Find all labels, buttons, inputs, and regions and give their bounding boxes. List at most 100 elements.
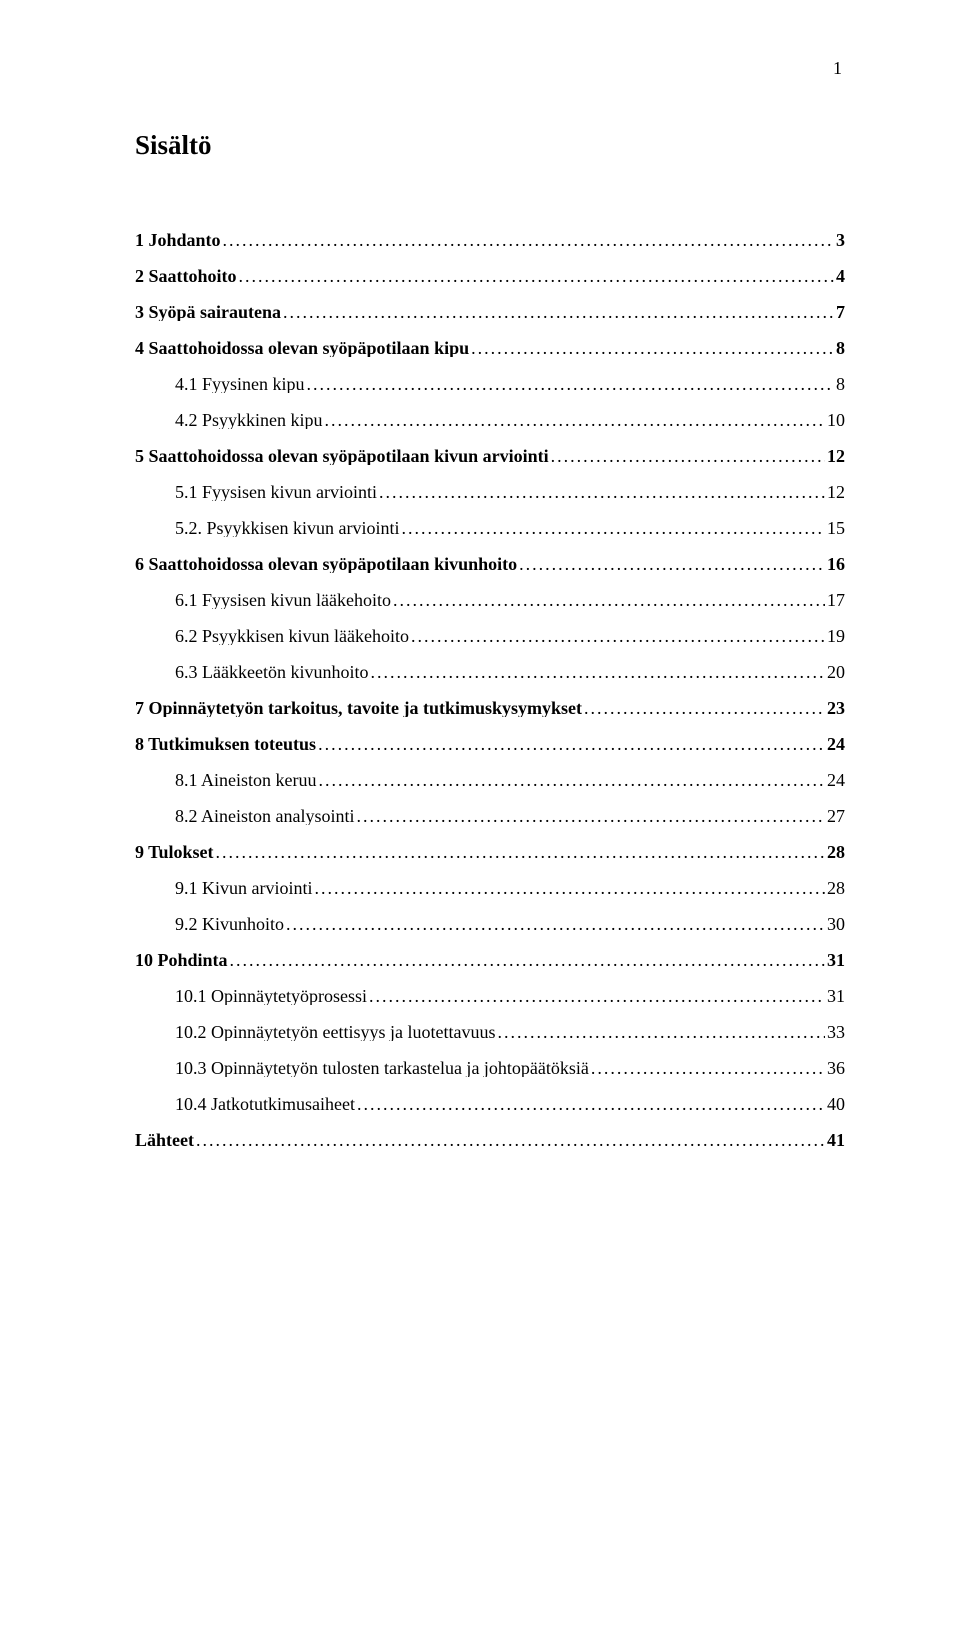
table-of-contents: 1 Johdanto..............................… <box>135 231 845 1149</box>
toc-entry: 9 Tulokset..............................… <box>135 843 845 861</box>
toc-dot-leader: ........................................… <box>230 951 825 969</box>
toc-dot-leader: ........................................… <box>591 1059 825 1077</box>
toc-entry-label: 7 Opinnäytetyön tarkoitus, tavoite ja tu… <box>135 699 582 717</box>
toc-entry-label: 6.2 Psyykkisen kivun lääkehoito <box>175 627 409 645</box>
toc-entry-page: 28 <box>827 843 845 861</box>
toc-entry: 6 Saattohoidossa olevan syöpäpotilaan ki… <box>135 555 845 573</box>
toc-entry-page: 23 <box>827 699 845 717</box>
toc-entry: 10.4 Jatkotutkimusaiheet................… <box>135 1095 845 1113</box>
toc-entry: 5 Saattohoidossa olevan syöpäpotilaan ki… <box>135 447 845 465</box>
toc-entry-page: 19 <box>827 627 845 645</box>
toc-dot-leader: ........................................… <box>286 915 825 933</box>
toc-entry-label: Lähteet <box>135 1131 194 1149</box>
toc-entry-page: 30 <box>827 915 845 933</box>
toc-entry: 2 Saattohoito...........................… <box>135 267 845 285</box>
toc-entry-label: 10.4 Jatkotutkimusaiheet <box>175 1095 355 1113</box>
toc-entry-page: 33 <box>827 1023 845 1041</box>
toc-dot-leader: ........................................… <box>471 339 834 357</box>
toc-entry: 9.1 Kivun arviointi.....................… <box>135 879 845 897</box>
toc-entry: 1 Johdanto..............................… <box>135 231 845 249</box>
toc-entry: 10.1 Opinnäytetyöprosessi...............… <box>135 987 845 1005</box>
toc-dot-leader: ........................................… <box>223 231 834 249</box>
toc-entry-page: 12 <box>827 483 845 501</box>
page-title: Sisältö <box>135 130 845 161</box>
toc-entry: 3 Syöpä sairautena......................… <box>135 303 845 321</box>
toc-entry-page: 20 <box>827 663 845 681</box>
toc-dot-leader: ........................................… <box>369 987 825 1005</box>
toc-entry-page: 17 <box>827 591 845 609</box>
toc-dot-leader: ........................................… <box>216 843 825 861</box>
toc-entry-label: 10 Pohdinta <box>135 951 228 969</box>
toc-entry-label: 10.2 Opinnäytetyön eettisyys ja luotetta… <box>175 1023 495 1041</box>
toc-entry-label: 6.1 Fyysisen kivun lääkehoito <box>175 591 391 609</box>
toc-entry-label: 6.3 Lääkkeetön kivunhoito <box>175 663 368 681</box>
toc-entry: 10 Pohdinta.............................… <box>135 951 845 969</box>
toc-entry-page: 8 <box>836 339 845 357</box>
toc-entry: 6.1 Fyysisen kivun lääkehoito...........… <box>135 591 845 609</box>
toc-entry: 8 Tutkimuksen toteutus..................… <box>135 735 845 753</box>
toc-dot-leader: ........................................… <box>379 483 825 501</box>
toc-entry-label: 8.2 Aineiston analysointi <box>175 807 355 825</box>
toc-entry: 5.1 Fyysisen kivun arviointi............… <box>135 483 845 501</box>
toc-entry-label: 4.2 Psyykkinen kipu <box>175 411 323 429</box>
toc-entry-page: 3 <box>836 231 845 249</box>
toc-entry-label: 9 Tulokset <box>135 843 214 861</box>
toc-entry-page: 28 <box>827 879 845 897</box>
toc-entry-page: 24 <box>827 771 845 789</box>
toc-entry-page: 4 <box>836 267 845 285</box>
toc-entry-page: 7 <box>836 303 845 321</box>
toc-entry: 10.3 Opinnäytetyön tulosten tarkastelua … <box>135 1059 845 1077</box>
toc-entry-label: 5.2. Psyykkisen kivun arviointi <box>175 519 400 537</box>
toc-dot-leader: ........................................… <box>196 1131 825 1149</box>
toc-entry: 6.3 Lääkkeetön kivunhoito...............… <box>135 663 845 681</box>
toc-entry: 4 Saattohoidossa olevan syöpäpotilaan ki… <box>135 339 845 357</box>
toc-entry: 8.1 Aineiston keruu.....................… <box>135 771 845 789</box>
toc-entry: 4.1 Fyysinen kipu.......................… <box>135 375 845 393</box>
toc-dot-leader: ........................................… <box>239 267 834 285</box>
toc-entry-label: 2 Saattohoito <box>135 267 237 285</box>
toc-dot-leader: ........................................… <box>497 1023 825 1041</box>
toc-entry-page: 31 <box>827 987 845 1005</box>
toc-dot-leader: ........................................… <box>551 447 825 465</box>
toc-entry: 9.2 Kivunhoito..........................… <box>135 915 845 933</box>
toc-entry-label: 6 Saattohoidossa olevan syöpäpotilaan ki… <box>135 555 517 573</box>
toc-entry-label: 9.2 Kivunhoito <box>175 915 284 933</box>
toc-entry-label: 10.1 Opinnäytetyöprosessi <box>175 987 367 1005</box>
toc-entry-page: 41 <box>827 1131 845 1149</box>
toc-dot-leader: ........................................… <box>325 411 825 429</box>
toc-dot-leader: ........................................… <box>318 735 825 753</box>
toc-entry: 4.2 Psyykkinen kipu.....................… <box>135 411 845 429</box>
toc-entry-page: 36 <box>827 1059 845 1077</box>
toc-dot-leader: ........................................… <box>315 879 826 897</box>
toc-entry-page: 16 <box>827 555 845 573</box>
toc-entry-page: 12 <box>827 447 845 465</box>
toc-entry: 6.2 Psyykkisen kivun lääkehoito.........… <box>135 627 845 645</box>
toc-dot-leader: ........................................… <box>519 555 825 573</box>
toc-entry: 8.2 Aineiston analysointi...............… <box>135 807 845 825</box>
toc-entry-label: 5 Saattohoidossa olevan syöpäpotilaan ki… <box>135 447 549 465</box>
toc-entry-label: 4.1 Fyysinen kipu <box>175 375 305 393</box>
toc-dot-leader: ........................................… <box>319 771 826 789</box>
toc-entry: 7 Opinnäytetyön tarkoitus, tavoite ja tu… <box>135 699 845 717</box>
toc-entry-label: 5.1 Fyysisen kivun arviointi <box>175 483 377 501</box>
toc-entry-page: 24 <box>827 735 845 753</box>
toc-dot-leader: ........................................… <box>393 591 825 609</box>
toc-entry: Lähteet.................................… <box>135 1131 845 1149</box>
toc-entry-page: 10 <box>827 411 845 429</box>
toc-entry-page: 31 <box>827 951 845 969</box>
toc-entry-page: 27 <box>827 807 845 825</box>
toc-entry-label: 8 Tutkimuksen toteutus <box>135 735 316 753</box>
toc-entry: 10.2 Opinnäytetyön eettisyys ja luotetta… <box>135 1023 845 1041</box>
toc-entry-label: 1 Johdanto <box>135 231 221 249</box>
toc-dot-leader: ........................................… <box>357 807 826 825</box>
toc-dot-leader: ........................................… <box>307 375 834 393</box>
toc-entry-page: 8 <box>836 375 845 393</box>
toc-dot-leader: ........................................… <box>283 303 834 321</box>
toc-entry: 5.2. Psyykkisen kivun arviointi.........… <box>135 519 845 537</box>
toc-entry-label: 4 Saattohoidossa olevan syöpäpotilaan ki… <box>135 339 469 357</box>
toc-entry-page: 15 <box>827 519 845 537</box>
toc-dot-leader: ........................................… <box>402 519 826 537</box>
toc-entry-label: 10.3 Opinnäytetyön tulosten tarkastelua … <box>175 1059 589 1077</box>
toc-entry-page: 40 <box>827 1095 845 1113</box>
page-number: 1 <box>833 58 842 79</box>
